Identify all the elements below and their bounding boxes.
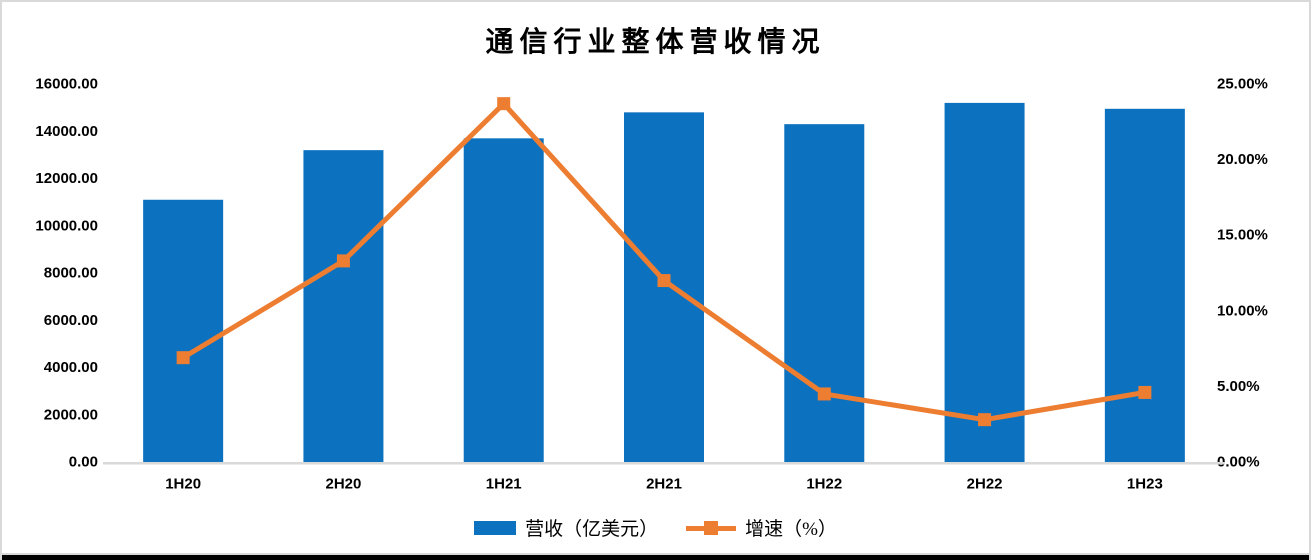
revenue-bar — [784, 124, 865, 462]
revenue-bar — [944, 102, 1025, 463]
revenue-bar — [624, 112, 704, 462]
y-axis-left-tick-label: 8000.00 — [44, 265, 98, 282]
x-axis-label: 2H22 — [967, 476, 1003, 493]
revenue-bar — [1104, 108, 1185, 463]
y-axis-right-tick-label: 25.00% — [1217, 76, 1268, 93]
x-axis-label: 1H22 — [806, 476, 842, 493]
growth-marker — [176, 351, 190, 365]
y-axis-right-tick-label: 15.00% — [1217, 227, 1268, 244]
y-axis-right-tick-label: 0.00% — [1217, 454, 1260, 471]
x-axis-label: 2H21 — [646, 476, 682, 493]
y-axis-right-tick-label: 5.00% — [1217, 378, 1260, 395]
growth-marker — [497, 97, 511, 111]
x-axis-label: 2H20 — [325, 476, 361, 493]
axis-baseline — [103, 462, 1225, 465]
x-axis-label: 1H20 — [165, 476, 201, 493]
growth-marker — [1138, 385, 1152, 399]
legend-label-growth: 增速（%） — [745, 519, 837, 540]
growth-marker — [657, 274, 671, 288]
growth-marker — [978, 413, 992, 427]
bottom-gray-line — [2, 553, 1309, 555]
bottom-black-rule — [2, 555, 1309, 560]
revenue-bar — [303, 150, 384, 462]
y-axis-left-tick-label: 14000.00 — [35, 123, 98, 140]
y-axis-right-tick-label: 20.00% — [1217, 151, 1268, 168]
x-axis-label: 1H21 — [486, 476, 522, 493]
y-axis-left-tick-label: 10000.00 — [35, 217, 98, 234]
chart-title: 通信行业整体营收情况 — [485, 27, 826, 58]
y-axis-left-tick-label: 4000.00 — [44, 359, 98, 376]
y-axis-left-tick-label: 16000.00 — [35, 76, 98, 93]
y-axis-right-tick-label: 10.00% — [1217, 302, 1268, 319]
growth-marker — [336, 254, 350, 268]
y-axis-left-tick-label: 6000.00 — [44, 312, 98, 329]
y-axis-left-tick-label: 0.00 — [69, 454, 98, 471]
legend-label-revenue: 营收（亿美元） — [525, 519, 659, 540]
legend: 营收（亿美元） 增速（%） — [2, 514, 1309, 541]
y-axis-left-tick-label: 12000.00 — [35, 170, 98, 187]
x-axis-label: 1H23 — [1127, 476, 1163, 493]
legend-bar-swatch — [474, 520, 517, 535]
legend-line-marker-icon — [704, 520, 719, 535]
y-axis-left-tick-label: 2000.00 — [44, 406, 98, 423]
legend-line-swatch — [686, 520, 737, 535]
growth-marker — [817, 387, 831, 401]
revenue-bar — [463, 138, 544, 462]
revenue-bar — [143, 199, 224, 462]
